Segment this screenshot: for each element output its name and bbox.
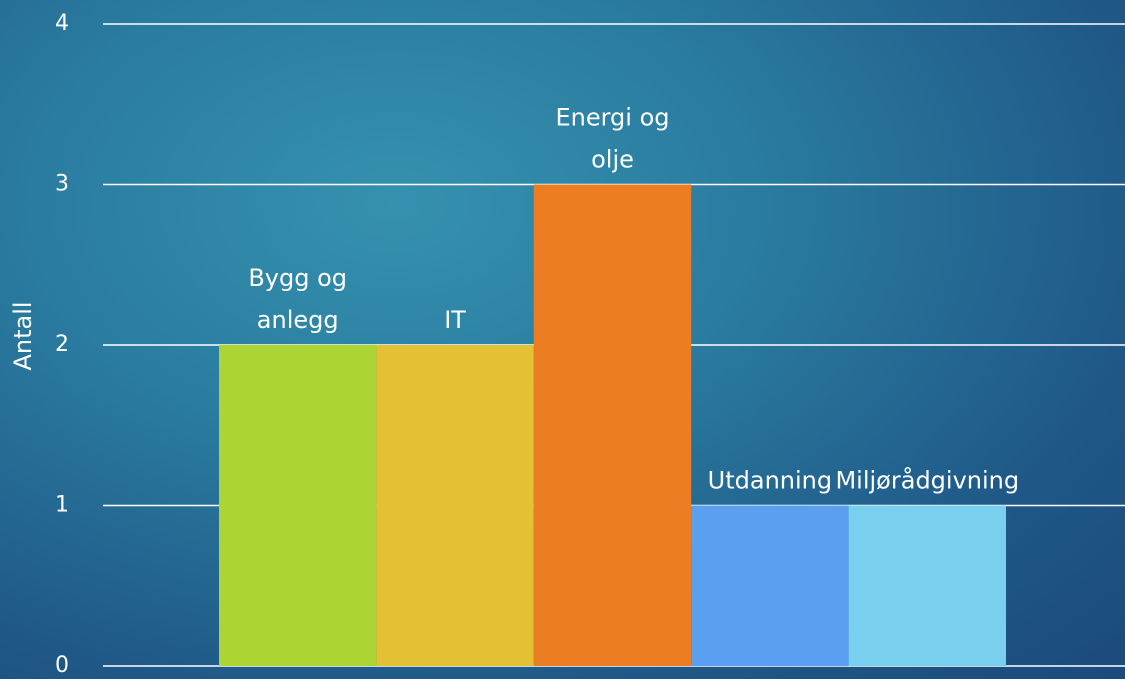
y-axis-label: Antall	[9, 301, 37, 370]
bar	[376, 345, 534, 666]
y-tick-label: 4	[55, 11, 69, 36]
category-label-line: Bygg og	[248, 264, 347, 292]
bar	[691, 505, 849, 666]
category-label: Utdanning	[708, 467, 832, 495]
y-tick-label: 2	[55, 332, 69, 357]
category-label-line: anlegg	[257, 306, 339, 334]
bar	[219, 345, 377, 666]
y-tick-label: 3	[55, 172, 69, 197]
category-label: Miljørådgivning	[835, 466, 1019, 495]
bar	[533, 184, 692, 666]
bar	[848, 505, 1006, 666]
category-label-line: olje	[591, 146, 634, 174]
category-label: IT	[444, 306, 466, 334]
category-label: Bygg og anlegg	[248, 264, 347, 334]
y-tick-label: 0	[55, 653, 69, 678]
category-label-line: Energi og	[555, 104, 669, 132]
category-label: Energi og olje	[555, 104, 669, 174]
y-tick-label: 1	[55, 493, 69, 518]
